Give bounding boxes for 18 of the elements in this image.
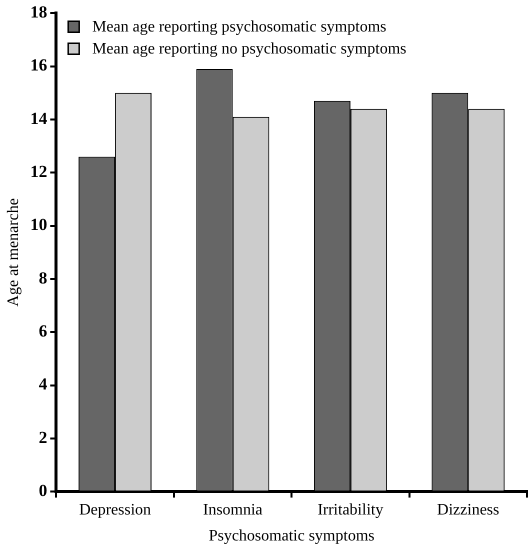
y-axis-title: Age at menarche (4, 198, 22, 307)
y-tick-label: 8 (38, 268, 48, 288)
y-tick-label: 12 (30, 162, 48, 182)
y-tick-label: 6 (38, 322, 48, 341)
legend-label: Mean age reporting no psychosomatic symptoms (92, 40, 406, 58)
x-tick-label: Dizziness (437, 501, 500, 518)
x-axis-title: Psychosomatic symptoms (208, 528, 374, 545)
y-tick-label: 0 (38, 480, 48, 500)
legend-label: Mean age reporting psychosomatic symptoms (92, 18, 386, 36)
y-tick-label: 16 (30, 56, 48, 75)
y-tick-label: 4 (38, 374, 48, 394)
y-tick-label: 2 (38, 428, 48, 447)
x-tick-label: Insomnia (202, 501, 263, 518)
x-tick-label: Depression (79, 501, 152, 518)
y-tick-label: 10 (30, 215, 48, 234)
x-tick-label: Irritability (318, 501, 384, 518)
y-tick-label: 14 (30, 108, 48, 128)
y-tick-label: 18 (30, 2, 48, 22)
